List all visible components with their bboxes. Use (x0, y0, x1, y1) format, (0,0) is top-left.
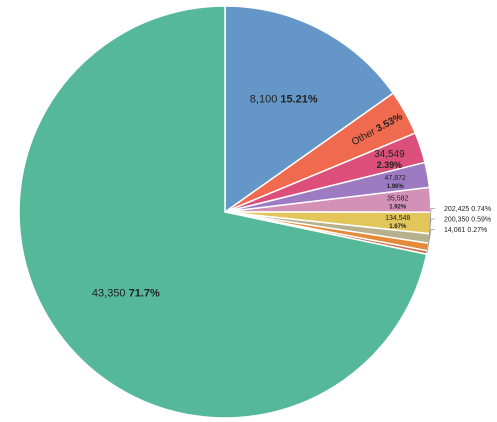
slice-label-8: 14,061 0.27% (426, 227, 487, 253)
slice-label-0: 8,100 15.21% (250, 94, 318, 106)
pie-slice-9[interactable] (18, 5, 428, 419)
slice-percent-9: 71.7% (129, 288, 160, 300)
slice-value-7: 200,350 (444, 217, 471, 224)
slice-percent-2: 2.39% (377, 160, 403, 170)
slice-value-0: 8,100 (250, 94, 281, 106)
slice-label-9: 43,350 71.7% (92, 288, 160, 300)
slice-label-5: 134,548 1.67% (385, 215, 410, 230)
slice-percent-4: 1.92% (389, 205, 407, 211)
slice-percent-5: 1.67% (389, 224, 407, 230)
slice-value-9: 43,350 (92, 288, 129, 300)
slice-label-3: 47,872 1.96% (384, 175, 406, 190)
slice-value-3: 47,872 (384, 175, 406, 182)
pie-slice-0[interactable] (224, 5, 395, 214)
slice-percent-0: 15.21% (280, 94, 318, 106)
leader-line-7 (427, 218, 435, 248)
slice-percent-6: 0.74% (471, 206, 491, 213)
slice-label-7: 200,350 0.59% (427, 217, 491, 248)
slice-value-6: 202,425 (444, 206, 471, 213)
slice-percent-7: 0.59% (471, 217, 491, 224)
slice-value-text-8: 14,061 0.27% (444, 227, 487, 234)
leader-line-8 (426, 229, 435, 253)
slice-percent-3: 1.96% (387, 184, 405, 190)
slice-value-text-6: 202,425 0.74% (444, 206, 491, 213)
slice-value-5: 134,548 (385, 215, 410, 222)
slice-value-2: 34,549 (374, 149, 405, 160)
slice-value-text-9: 43,350 71.7% (92, 288, 160, 300)
slice-value-text-0: 8,100 15.21% (250, 94, 318, 106)
slice-value-text-7: 200,350 0.59% (444, 217, 491, 224)
slice-value-8: 14,061 (444, 227, 467, 234)
slice-value-4: 35,582 (387, 196, 409, 203)
slice-label-4: 35,582 1.92% (387, 196, 409, 211)
slice-percent-8: 0.27% (467, 227, 487, 234)
